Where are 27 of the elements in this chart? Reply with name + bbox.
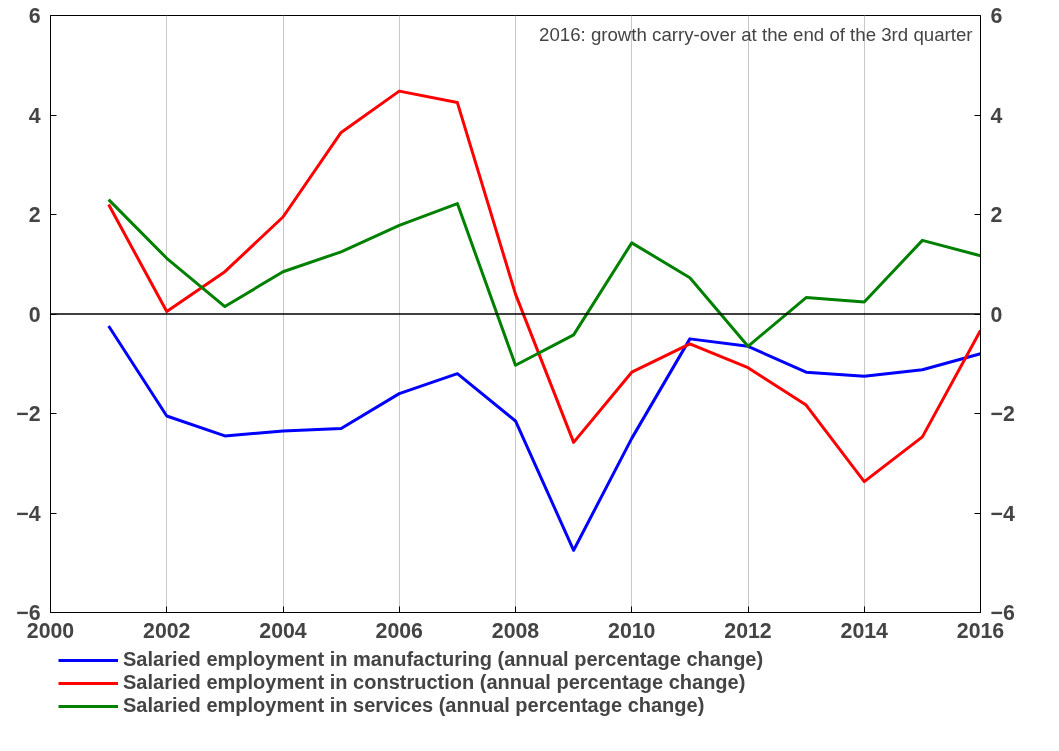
y2-tick-label: 2 [990, 203, 1003, 227]
x-tick-label: 2014 [840, 618, 889, 643]
y-tick-label: 0 [28, 302, 41, 327]
legend-label: Salaried employment in manufacturing (annual percentage change) [123, 648, 764, 671]
y2-tick-label: 4 [990, 103, 1003, 128]
line-series [107, 89, 981, 484]
y-tick-label: −2 [16, 402, 41, 426]
x-tick-label: 2012 [724, 618, 772, 643]
x-tick-label: 2004 [259, 618, 307, 643]
x-tick-label: 2008 [491, 618, 540, 643]
legend-label: Salaried employment in services (annual percentage change) [123, 694, 705, 717]
y-tick-label: 4 [28, 103, 41, 128]
y-tick-label: 2 [28, 203, 41, 227]
y2-tick-label: 0 [990, 302, 1003, 327]
x-tick-label: 2010 [608, 618, 656, 643]
y2-tick-label: −2 [990, 402, 1015, 426]
y2-tick-label: −4 [990, 501, 1015, 526]
y2-tick-label: 6 [990, 4, 1003, 28]
y-tick-label: −4 [16, 501, 41, 526]
annotation: 2016: growth carry-over at the end of the 3rd quarter [539, 23, 973, 45]
x-tick-label: 2016 [956, 618, 1005, 643]
x-tick-label: 2006 [375, 618, 424, 643]
line-series [107, 198, 981, 367]
y-tick-label: 6 [28, 4, 41, 28]
legend-label: Salaried employment in construction (annual percentage change) [123, 671, 746, 694]
line-series [107, 324, 981, 552]
x-tick-label: 2002 [143, 618, 191, 643]
